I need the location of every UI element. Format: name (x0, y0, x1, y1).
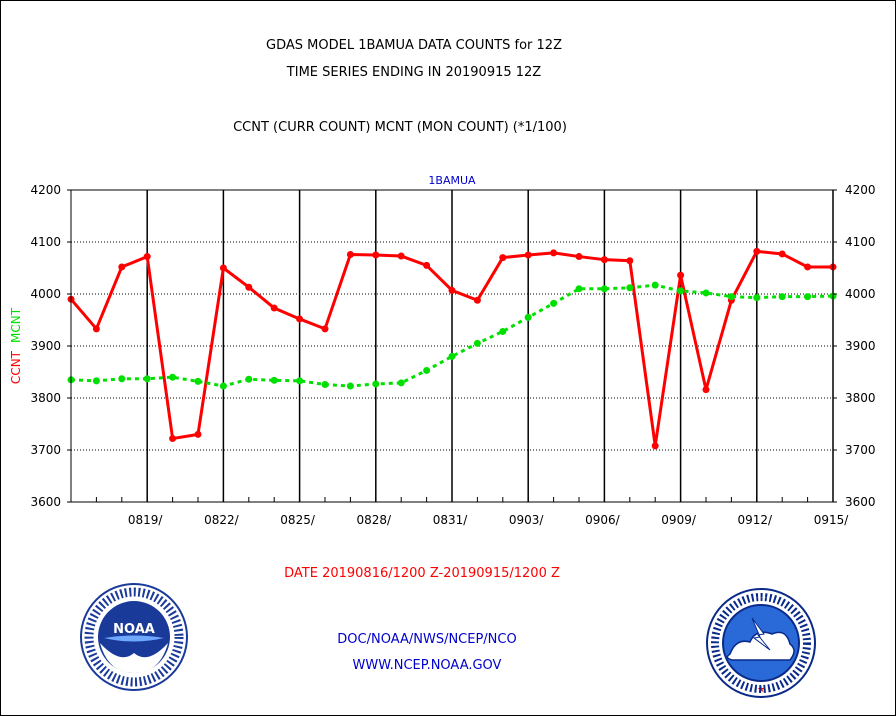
data-point-mcnt (727, 293, 735, 301)
x-tick-label: 0819/ (128, 513, 164, 527)
data-point-mcnt (296, 377, 304, 385)
y-tick-label-left: 4200 (30, 183, 61, 197)
noaa-logo-text: NOAA (113, 622, 155, 637)
data-point-mcnt (372, 380, 380, 388)
x-tick-label: 0915/ (814, 513, 850, 527)
nws-logo-text: NATIONAL WEATHER SERVICE (754, 596, 769, 599)
y-tick-label-left: 3700 (30, 443, 61, 457)
y-tick-label-left: 3600 (30, 495, 61, 509)
data-point-ccnt (296, 315, 304, 323)
y-tick-label-left: 4100 (30, 235, 61, 249)
x-tick-label: 0831/ (433, 513, 469, 527)
data-point-mcnt (677, 287, 685, 295)
plot-title: 1BAMUA (428, 174, 476, 187)
data-point-ccnt (677, 271, 685, 279)
y-tick-label-right: 3800 (845, 391, 876, 405)
data-point-ccnt (245, 283, 253, 291)
y-tick-label-left: 4000 (30, 287, 61, 301)
data-point-ccnt (169, 435, 177, 443)
x-tick-label: 0822/ (204, 513, 240, 527)
data-point-mcnt (270, 376, 278, 384)
data-point-ccnt (600, 256, 608, 264)
data-point-ccnt (194, 430, 202, 438)
y-tick-label-right: 3600 (845, 495, 876, 509)
chart-title-line1: GDAS MODEL 1BAMUA DATA COUNTS for 12Z (266, 38, 562, 53)
data-point-mcnt (245, 375, 253, 383)
data-point-ccnt (397, 252, 405, 260)
data-point-mcnt (473, 339, 481, 347)
data-point-ccnt (219, 264, 227, 272)
data-point-ccnt (550, 249, 558, 257)
data-point-mcnt (702, 289, 710, 297)
data-point-ccnt (346, 250, 354, 258)
data-point-ccnt (702, 386, 710, 394)
series (67, 247, 837, 450)
nws-logo: ★ NATIONAL WEATHER SERVICE (706, 588, 816, 698)
y-tick-label-right: 3900 (845, 339, 876, 353)
data-point-mcnt (118, 375, 126, 383)
data-point-ccnt (753, 247, 761, 255)
y-tick-label-right: 4200 (845, 183, 876, 197)
y-axis-label: CCNT MCNT (9, 307, 23, 384)
data-point-mcnt (550, 299, 558, 307)
y-axis-label-mcnt: MCNT (9, 307, 23, 343)
data-point-mcnt (499, 327, 507, 335)
data-point-mcnt (143, 375, 151, 383)
y-axis-label-ccnt: CCNT (9, 350, 23, 384)
data-point-mcnt (778, 293, 786, 301)
y-tick-label-left: 3900 (30, 339, 61, 353)
data-point-ccnt (270, 304, 278, 312)
data-point-ccnt (321, 325, 329, 333)
axis-labels: 3600 3600 3700 3700 3800 3800 3900 3900 4000 4000… (30, 183, 875, 527)
date-range-label: DATE 20190816/1200 Z-20190915/1200 Z (284, 566, 560, 581)
data-point-mcnt (346, 382, 354, 390)
data-point-ccnt (651, 442, 659, 450)
data-point-ccnt (575, 253, 583, 261)
data-point-ccnt (372, 251, 380, 259)
y-tick-label-right: 4100 (845, 235, 876, 249)
data-point-mcnt (651, 281, 659, 289)
data-point-ccnt (118, 263, 126, 271)
data-point-mcnt (524, 313, 532, 321)
data-point-mcnt (753, 294, 761, 302)
data-point-mcnt (575, 285, 583, 293)
data-point-ccnt (423, 261, 431, 269)
x-tick-label: 0906/ (585, 513, 621, 527)
data-point-mcnt (219, 382, 227, 390)
x-tick-label: 0903/ (509, 513, 545, 527)
data-point-ccnt (499, 254, 507, 262)
data-point-ccnt (626, 257, 634, 265)
chart-title-line2: TIME SERIES ENDING IN 20190915 12Z (286, 65, 542, 80)
org-label: DOC/NOAA/NWS/NCEP/NCO (337, 632, 517, 647)
data-point-ccnt (143, 253, 151, 261)
x-tick-label: 0912/ (738, 513, 774, 527)
data-point-ccnt (92, 325, 100, 333)
data-point-ccnt (778, 250, 786, 258)
data-point-mcnt (194, 377, 202, 385)
data-point-mcnt (804, 293, 812, 301)
data-point-mcnt (600, 285, 608, 293)
data-point-ccnt (804, 263, 812, 271)
data-point-mcnt (423, 366, 431, 374)
x-tick-label: 0828/ (357, 513, 393, 527)
y-tick-label-right: 3700 (845, 443, 876, 457)
line-chart: 3600 3600 3700 3700 3800 3800 3900 3900 4000 4000… (9, 174, 876, 527)
data-point-ccnt (448, 286, 456, 294)
data-point-mcnt (397, 379, 405, 387)
y-tick-label-right: 4000 (845, 287, 876, 301)
chart-subtitle: CCNT (CURR COUNT) MCNT (MON COUNT) (*1/1… (233, 120, 567, 135)
noaa-logo: NOAA (80, 583, 188, 691)
data-point-ccnt (524, 251, 532, 259)
data-point-mcnt (321, 380, 329, 388)
svg-text:CCNTMCNT: CCNT MCNT (9, 307, 23, 384)
y-tick-label-left: 3800 (30, 391, 61, 405)
website-link[interactable]: WWW.NCEP.NOAA.GOV (352, 658, 502, 673)
data-point-mcnt (92, 377, 100, 385)
x-tick-label: 0909/ (661, 513, 697, 527)
data-point-ccnt (473, 296, 481, 304)
x-tick-label: 0825/ (280, 513, 316, 527)
data-point-mcnt (626, 284, 634, 292)
data-point-mcnt (448, 352, 456, 360)
data-point-mcnt (169, 373, 177, 381)
